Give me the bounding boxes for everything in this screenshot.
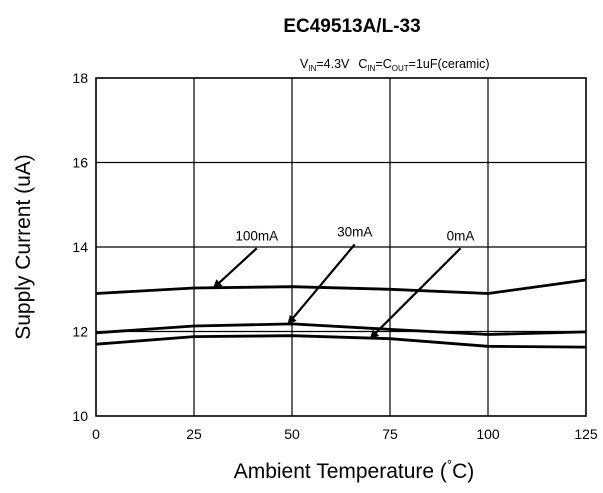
annotation-arrow-30mA xyxy=(287,243,356,325)
x-tick-label-50: 50 xyxy=(284,426,300,442)
y-tick-label-18: 18 xyxy=(72,70,88,86)
series-line-0mA xyxy=(95,334,587,349)
annotation-label-30mA: 30mA xyxy=(337,224,372,239)
annotation-arrow-0mA xyxy=(369,247,462,340)
y-axis-label: Supply Current (uA) xyxy=(12,154,35,340)
grid xyxy=(96,78,586,416)
x-tick-label-75: 75 xyxy=(382,426,398,442)
series-line-30mA xyxy=(95,322,587,336)
series-line-100mA xyxy=(95,278,587,295)
y-tick-label-16: 16 xyxy=(72,155,88,171)
annotation-arrow-100mA xyxy=(212,247,258,289)
y-tick-label-10: 10 xyxy=(72,408,88,424)
x-tick-label-100: 100 xyxy=(476,426,500,442)
y-tick-label-14: 14 xyxy=(72,239,88,255)
series-lines xyxy=(95,278,587,349)
chart-title: EC49513A/L-33 xyxy=(283,16,420,37)
x-tick-label-0: 0 xyxy=(92,426,100,442)
y-tick-label-12: 12 xyxy=(72,324,88,340)
annotation-label-0mA: 0mA xyxy=(447,228,475,243)
annotation-label-100mA: 100mA xyxy=(235,228,278,243)
x-tick-labels: 0 25 50 75 100 125 xyxy=(92,426,598,442)
x-axis-label: Ambient Temperature (°C) xyxy=(234,457,475,483)
test-conditions: VIN=4.3V CIN=COUT=1uF(ceramic) xyxy=(300,57,490,73)
x-tick-label-25: 25 xyxy=(186,426,202,442)
plot-frame xyxy=(95,77,587,417)
x-tick-label-125: 125 xyxy=(574,426,598,442)
y-tick-labels: 10 12 14 16 18 xyxy=(72,70,88,424)
series-annotations: 100mA 30mA 0mA xyxy=(212,224,475,340)
